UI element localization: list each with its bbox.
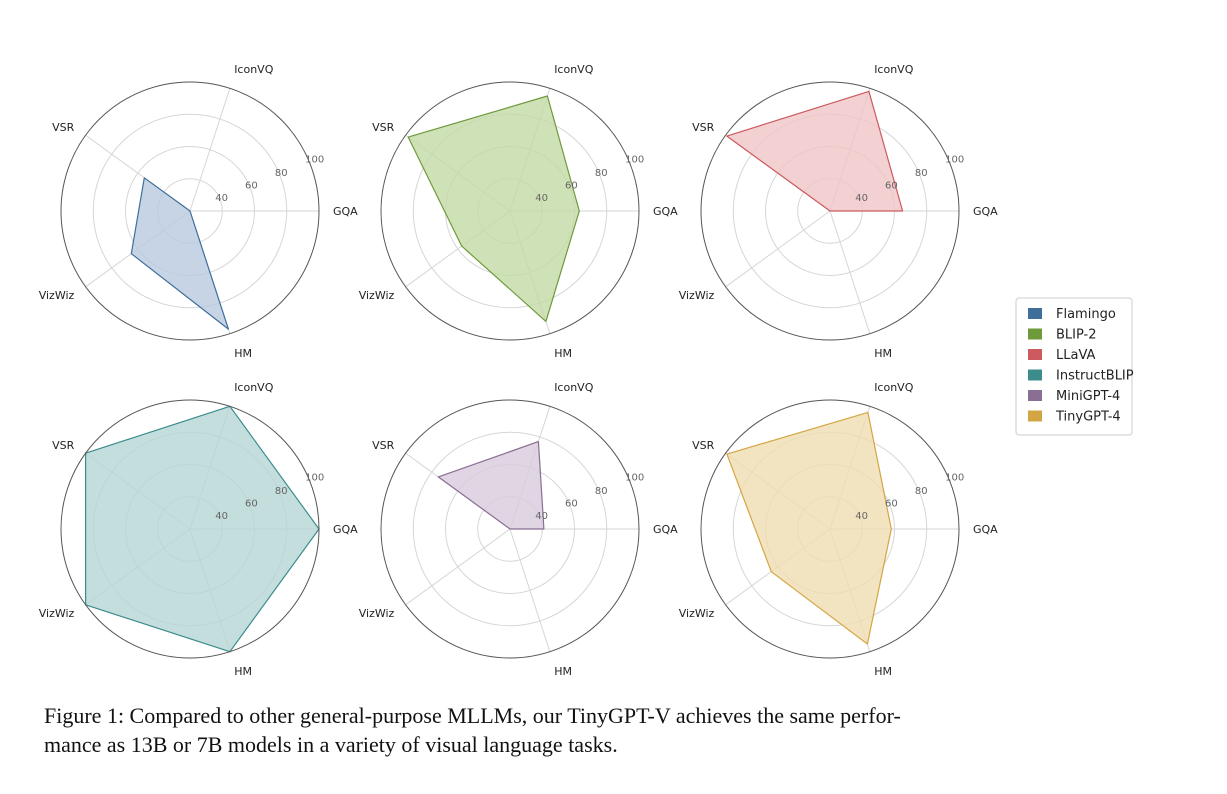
legend-label-tinygpt-4: TinyGPT-4: [1055, 410, 1121, 425]
axis-label-vizwiz: VizWiz: [679, 289, 715, 302]
radar-llava: 40 60 80 100 GQA IconVQ VSR VizWiz HM: [679, 63, 998, 360]
axis-label-gqa: GQA: [333, 523, 358, 536]
axis-label-hm: HM: [874, 347, 892, 360]
radar-charts: 40 60 80 100 GQA IconVQ VSR VizWiz HM 40 60 80 100 GQ…: [39, 63, 1134, 678]
legend-swatch-flamingo: [1028, 308, 1042, 319]
axis-label-vizwiz: VizWiz: [39, 289, 75, 302]
legend-swatch-tinygpt-4: [1028, 410, 1042, 422]
axis-label-hm: HM: [554, 347, 572, 360]
axis-label-vizwiz: VizWiz: [359, 289, 395, 302]
radar-tinygpt-4: 40 60 80 100 GQA IconVQ VSR VizWiz HM: [679, 381, 998, 678]
axis-label-iconvq: IconVQ: [874, 63, 914, 76]
outer-ring: [700, 399, 960, 659]
axis-label-gqa: GQA: [653, 523, 678, 536]
series-polygon-llava: [726, 90, 904, 212]
tick-label: 80: [595, 168, 608, 179]
outer-ring: [380, 81, 640, 341]
legend-label-llava: LLaVA: [1056, 348, 1096, 363]
caption-line-2: mance as 13B or 7B models in a variety o…: [44, 732, 618, 757]
radar-instructblip: 40 60 80 100 GQA IconVQ VSR VizWiz HM: [39, 381, 358, 678]
axis-label-iconvq: IconVQ: [554, 381, 594, 394]
radar-blip-2: 40 60 80 100 GQA IconVQ VSR VizWiz HM: [359, 63, 678, 360]
axis-label-gqa: GQA: [653, 205, 678, 218]
tick-label: 60: [885, 181, 898, 192]
outer-ring: [60, 81, 320, 341]
figure-caption: Figure 1: Compared to other general-purp…: [44, 701, 1194, 759]
axis-label-vsr: VSR: [692, 439, 715, 452]
tick-label: 40: [855, 193, 868, 204]
legend-label-blip-2: BLIP-2: [1056, 328, 1097, 343]
tick-label: 80: [275, 168, 288, 179]
tick-label: 40: [535, 193, 548, 204]
tick-label: 80: [275, 486, 288, 497]
tick-label: 80: [915, 168, 928, 179]
tick-label: 40: [855, 511, 868, 522]
axis-label-vizwiz: VizWiz: [359, 607, 395, 620]
tick-label: 60: [565, 499, 578, 510]
tick-label: 100: [945, 154, 964, 165]
axis-label-hm: HM: [234, 347, 252, 360]
axis-label-vizwiz: VizWiz: [39, 607, 75, 620]
legend-swatch-llava: [1028, 349, 1042, 360]
tick-label: 40: [215, 193, 228, 204]
axis-label-iconvq: IconVQ: [234, 63, 274, 76]
axis-label-iconvq: IconVQ: [554, 63, 594, 76]
axis-label-hm: HM: [554, 665, 572, 678]
series-polygon-flamingo: [130, 177, 229, 330]
legend: Flamingo BLIP-2 LLaVA InstructBLIP MiniGPT-4…: [1015, 297, 1134, 436]
legend-box: [1015, 297, 1133, 436]
legend-label-flamingo: Flamingo: [1056, 307, 1116, 322]
axis-label-vsr: VSR: [372, 439, 395, 452]
series-polygon-blip-2: [407, 95, 580, 322]
axis-label-vsr: VSR: [52, 439, 75, 452]
spoke-vizwiz: [405, 528, 511, 606]
spoke-iconvq: [189, 88, 231, 212]
axis-label-hm: HM: [874, 665, 892, 678]
legend-swatch-blip-2: [1028, 328, 1042, 340]
axis-label-gqa: GQA: [973, 523, 998, 536]
tick-label: 100: [625, 472, 644, 483]
series-polygon-minigpt-4: [437, 441, 545, 530]
axis-label-hm: HM: [234, 665, 252, 678]
series-polygon-instructblip: [84, 405, 320, 653]
tick-label: 100: [625, 154, 644, 165]
tick-label: 100: [945, 472, 964, 483]
radar-minigpt-4: 40 60 80 100 GQA IconVQ VSR VizWiz HM: [359, 381, 678, 678]
axis-label-gqa: GQA: [333, 205, 358, 218]
tick-label: 60: [245, 499, 258, 510]
outer-ring: [60, 399, 320, 659]
tick-label: 80: [915, 486, 928, 497]
axis-label-iconvq: IconVQ: [234, 381, 274, 394]
series-polygon-tinygpt-4: [726, 411, 892, 645]
legend-label-instructblip: InstructBLIP: [1056, 369, 1134, 384]
caption-line-1: Figure 1: Compared to other general-purp…: [44, 703, 901, 728]
spoke-hm: [829, 210, 871, 334]
tick-label: 40: [535, 511, 548, 522]
tick-label: 60: [885, 499, 898, 510]
axis-label-gqa: GQA: [973, 205, 998, 218]
tick-label: 60: [565, 181, 578, 192]
tick-label: 80: [595, 486, 608, 497]
tick-label: 40: [215, 511, 228, 522]
spoke-vizwiz: [725, 210, 831, 288]
axis-label-vsr: VSR: [372, 121, 395, 134]
radar-flamingo: 40 60 80 100 GQA IconVQ VSR VizWiz HM: [39, 63, 358, 360]
legend-label-minigpt-4: MiniGPT-4: [1056, 389, 1120, 404]
legend-swatch-instructblip: [1028, 369, 1042, 381]
outer-ring: [380, 399, 640, 659]
outer-ring: [700, 81, 960, 341]
axis-label-vsr: VSR: [692, 121, 715, 134]
tick-label: 60: [245, 181, 258, 192]
spoke-hm: [509, 528, 551, 652]
axis-label-vsr: VSR: [52, 121, 75, 134]
tick-label: 100: [305, 472, 324, 483]
tick-label: 100: [305, 154, 324, 165]
axis-label-iconvq: IconVQ: [874, 381, 914, 394]
legend-swatch-minigpt-4: [1028, 390, 1042, 401]
axis-label-vizwiz: VizWiz: [679, 607, 715, 620]
